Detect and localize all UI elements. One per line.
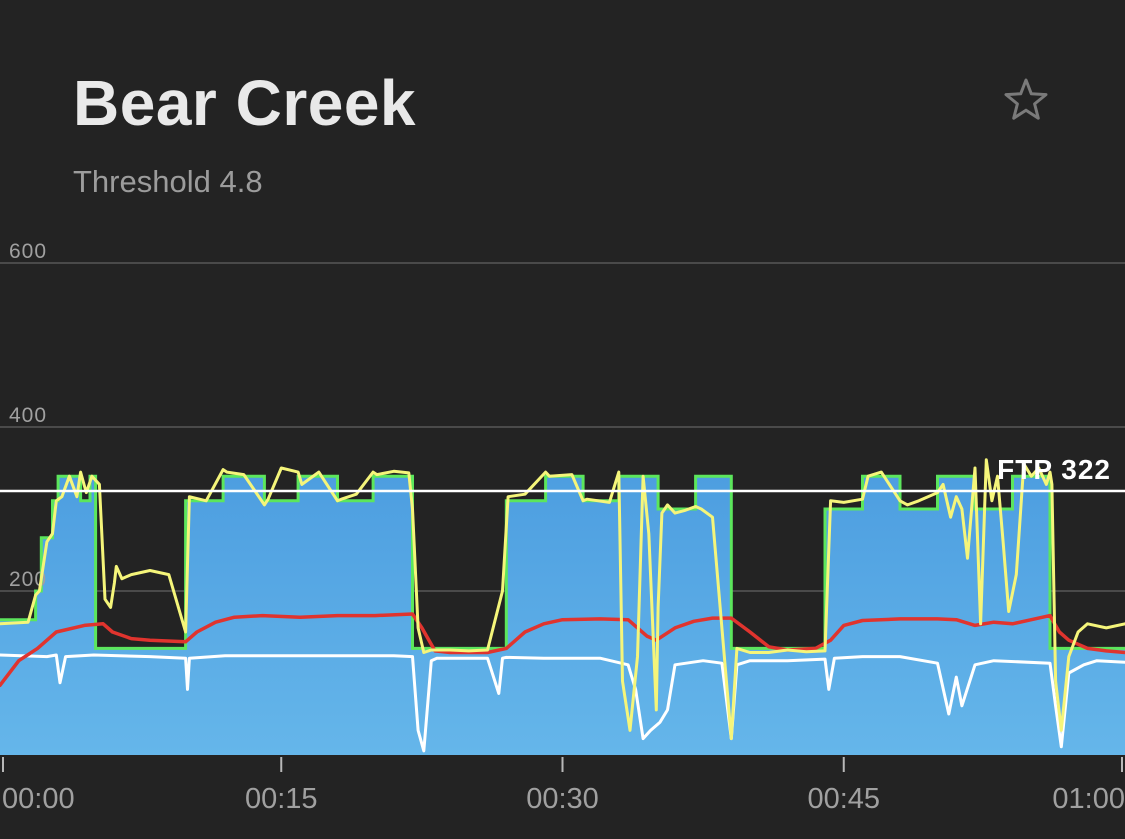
y-tick-label: 400	[9, 404, 47, 427]
star-outline-icon	[1004, 78, 1048, 120]
favorite-button[interactable]	[1000, 74, 1052, 126]
x-tick-label: 00:00	[2, 783, 75, 815]
workout-subtitle: Threshold 4.8	[73, 164, 263, 199]
ftp-label: FTP 322	[997, 454, 1111, 485]
power-line	[0, 458, 1125, 741]
x-tick-label: 00:45	[807, 783, 880, 815]
target-power-outline	[0, 474, 1125, 650]
target-power-area	[0, 476, 1125, 755]
x-tick-label: 00:15	[245, 783, 318, 815]
cadence-line	[0, 653, 1125, 753]
workout-header: Bear Creek Threshold 4.8	[0, 0, 1125, 255]
x-tick-label: 01:00	[1052, 783, 1125, 815]
heart_rate-line	[0, 612, 1125, 688]
workout-title: Bear Creek	[73, 67, 416, 139]
y-tick-label: 200	[9, 568, 47, 591]
x-tick-label: 00:30	[526, 783, 599, 815]
